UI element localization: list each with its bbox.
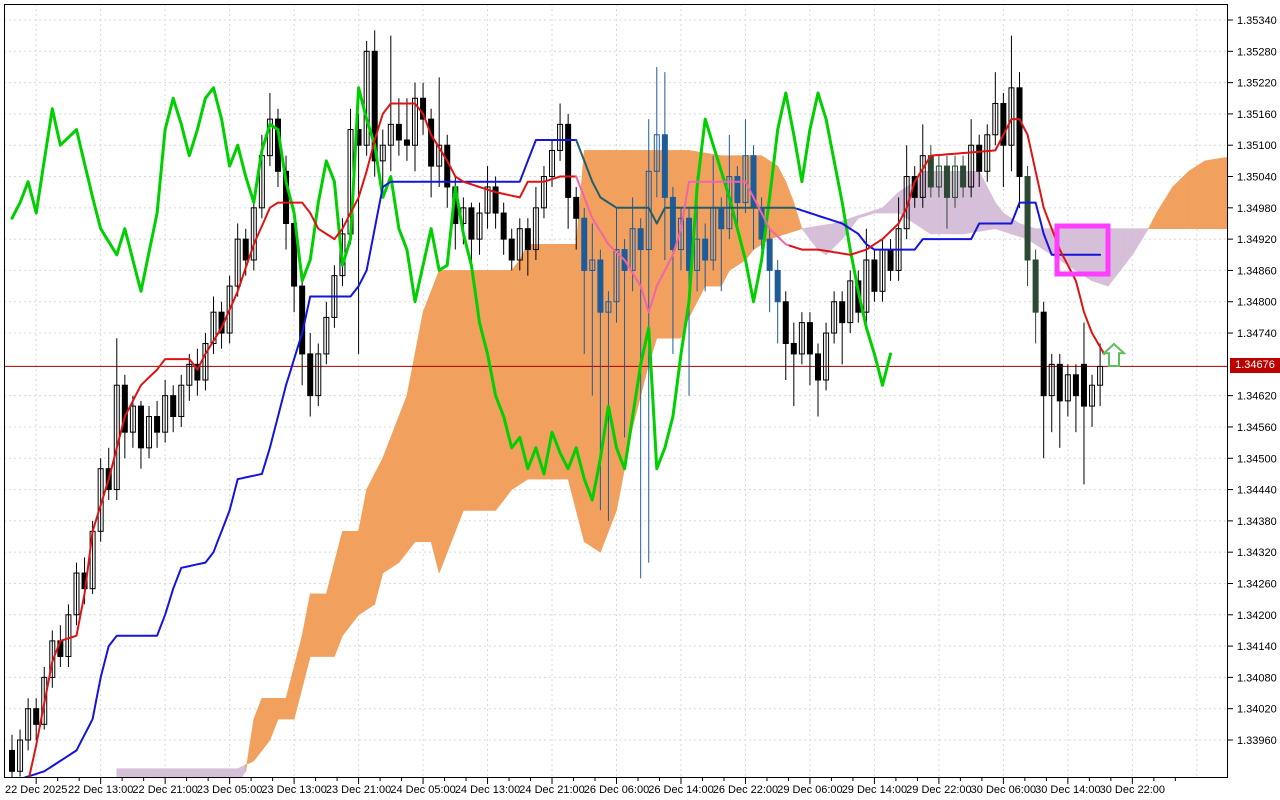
price-axis[interactable]: 1.35340 1.35280 1.35220 1.35160 1.35100 1.350… <box>1228 15 1277 747</box>
y-axis-label: 1.34740 <box>1237 328 1277 340</box>
y-axis-label: 1.34380 <box>1237 516 1277 528</box>
y-axis-label: 1.34860 <box>1237 265 1277 277</box>
plot-frame <box>4 4 1228 778</box>
x-axis-label: 22 Dec 21:00 <box>132 784 197 796</box>
x-axis-label: 22 Dec 2025 <box>5 784 67 796</box>
y-axis-label: 1.34200 <box>1237 610 1277 622</box>
y-axis-label: 1.34260 <box>1237 578 1277 590</box>
x-axis-label: 26 Dec 14:00 <box>648 784 713 796</box>
x-axis-label: 30 Dec 14:00 <box>1035 784 1100 796</box>
y-axis-label: 1.34560 <box>1237 422 1277 434</box>
y-axis-label: 1.33960 <box>1237 735 1277 747</box>
y-axis-label: 1.34800 <box>1237 297 1277 309</box>
x-axis-label: 23 Dec 05:00 <box>197 784 262 796</box>
time-axis[interactable]: 22 Dec 2025 22 Dec 13:00 22 Dec 21:00 23 De… <box>5 778 1176 796</box>
y-axis-label: 1.34320 <box>1237 547 1277 559</box>
x-axis-label: 26 Dec 06:00 <box>584 784 649 796</box>
x-axis-label: 24 Dec 13:00 <box>455 784 520 796</box>
y-axis-label: 1.34020 <box>1237 704 1277 716</box>
y-axis-label: 1.34620 <box>1237 391 1277 403</box>
x-axis-label: 24 Dec 21:00 <box>519 784 584 796</box>
x-axis-label: 24 Dec 05:00 <box>390 784 455 796</box>
y-axis-label: 1.34440 <box>1237 485 1277 497</box>
y-axis-label: 1.35340 <box>1237 15 1277 27</box>
x-axis-label: 29 Dec 22:00 <box>906 784 971 796</box>
tenkan-sen-line <box>27 102 1106 778</box>
chikou-span-line <box>10 86 892 502</box>
y-axis-label: 1.35100 <box>1237 140 1277 152</box>
x-axis-label: 29 Dec 14:00 <box>842 784 907 796</box>
x-axis-label: 23 Dec 13:00 <box>261 784 326 796</box>
y-axis-label: 1.34140 <box>1237 641 1277 653</box>
x-axis-label: 30 Dec 22:00 <box>1100 784 1165 796</box>
x-axis-label: 23 Dec 21:00 <box>326 784 391 796</box>
x-axis-label: 29 Dec 06:00 <box>777 784 842 796</box>
y-axis-label: 1.35160 <box>1237 109 1277 121</box>
highlight-rectangle[interactable] <box>1054 223 1111 277</box>
y-axis-label: 1.34920 <box>1237 234 1277 246</box>
x-axis-label: 26 Dec 22:00 <box>713 784 778 796</box>
y-axis-label: 1.34980 <box>1237 203 1277 215</box>
grid-lines <box>4 4 1228 778</box>
up-arrow-icon[interactable] <box>1101 342 1127 367</box>
y-axis-label: 1.34080 <box>1237 672 1277 684</box>
x-axis-label: 30 Dec 06:00 <box>971 784 1036 796</box>
y-axis-label: 1.34500 <box>1237 453 1277 465</box>
drawn-objects[interactable] <box>1054 223 1127 367</box>
current-price-tag: 1.34676 <box>1230 358 1280 374</box>
y-axis-label: 1.35280 <box>1237 46 1277 58</box>
y-axis-label: 1.35220 <box>1237 78 1277 90</box>
x-axis-label: 22 Dec 13:00 <box>68 784 133 796</box>
kijun-sen-line <box>20 139 1102 778</box>
y-axis-label: 1.35040 <box>1237 172 1277 184</box>
